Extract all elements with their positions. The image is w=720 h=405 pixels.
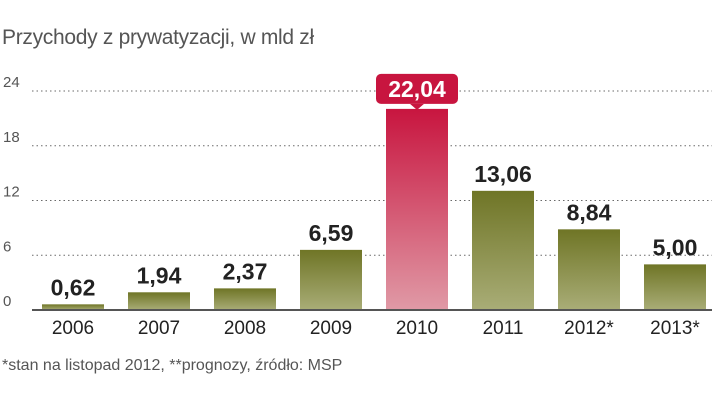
value-label: 1,94 — [137, 262, 182, 288]
footnote: *stan na listopad 2012, **prognozy, źród… — [2, 357, 343, 374]
bar — [472, 190, 534, 310]
bar — [300, 249, 362, 310]
value-label: 5,00 — [653, 234, 698, 260]
bar — [42, 304, 104, 310]
value-label: 0,62 — [51, 274, 96, 300]
y-tick-label: 18 — [3, 129, 20, 146]
value-labels: 0,62 1,94 2,37 6,59 22,04 13,06 8,84 5,00 — [51, 73, 698, 300]
x-tick-label: 2008 — [224, 318, 266, 339]
x-tick-label: 2007 — [138, 318, 180, 339]
y-tick-label: 6 — [3, 238, 11, 255]
bar — [128, 292, 190, 310]
value-label: 8,84 — [567, 199, 612, 225]
bar — [214, 288, 276, 310]
x-tick-label: 2011 — [483, 318, 524, 339]
x-tick-label: 2006 — [52, 318, 94, 339]
chart-title: Przychody z prywatyzacji, w mld zł — [2, 26, 314, 49]
y-tick-label: 12 — [3, 184, 20, 201]
bar — [386, 108, 448, 310]
y-tick-label: 0 — [3, 293, 11, 310]
value-label: 13,06 — [474, 161, 532, 187]
x-tick-label: 2009 — [310, 318, 352, 339]
bar — [558, 229, 620, 310]
value-label: 6,59 — [309, 220, 354, 246]
bar — [644, 264, 706, 310]
x-tick-label: 2010 — [396, 318, 438, 339]
value-label: 2,37 — [223, 258, 268, 284]
y-tick-label: 24 — [3, 74, 20, 91]
bars — [42, 108, 706, 310]
value-label-badge — [376, 73, 458, 104]
grid-lines — [32, 90, 712, 256]
x-tick-label: 2013* — [650, 318, 700, 339]
x-tick-label: 2012* — [564, 318, 614, 339]
value-label: 22,04 — [388, 76, 446, 102]
axes: 0 6 12 18 24 2006 2007 2008 2009 2010 2011 2012* 201… — [3, 74, 712, 339]
value-label-badge-pointer — [410, 103, 424, 110]
